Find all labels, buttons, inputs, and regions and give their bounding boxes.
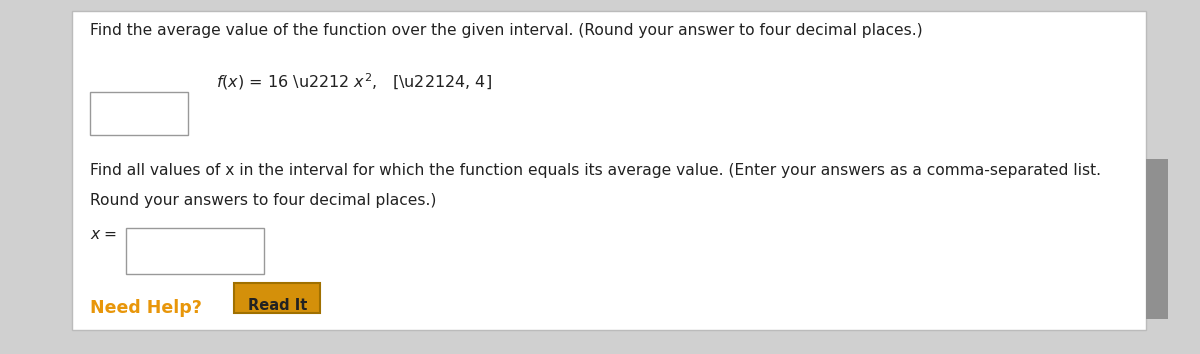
Text: Need Help?: Need Help? [90, 299, 202, 317]
Text: Read It: Read It [247, 298, 307, 313]
FancyBboxPatch shape [1146, 159, 1168, 319]
Text: Round your answers to four decimal places.): Round your answers to four decimal place… [90, 193, 437, 208]
FancyBboxPatch shape [90, 92, 188, 135]
Text: Find the average value of the function over the given interval. (Round your answ: Find the average value of the function o… [90, 23, 923, 38]
Text: Find all values of x in the interval for which the function equals its average v: Find all values of x in the interval for… [90, 163, 1102, 178]
Text: x =: x = [90, 227, 118, 241]
FancyBboxPatch shape [72, 11, 1146, 330]
Text: $\mathit{f}$($\mathit{x}$) = 16 \u2212 $\mathit{x}^2$,   [\u22124, 4]: $\mathit{f}$($\mathit{x}$) = 16 \u2212 $… [216, 71, 492, 91]
FancyBboxPatch shape [234, 283, 320, 313]
FancyBboxPatch shape [126, 228, 264, 274]
